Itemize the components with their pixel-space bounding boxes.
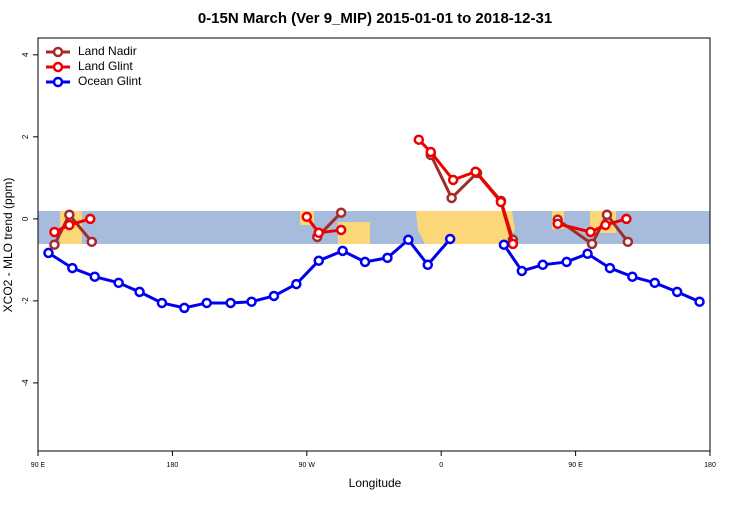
data-point (444, 233, 456, 245)
x-tick-label: 180 (167, 462, 179, 469)
x-axis-label: Longitude (349, 476, 402, 490)
data-point (498, 239, 510, 250)
data-point (425, 146, 436, 158)
x-tick-label: 0 (439, 462, 443, 469)
chart-title: 0-15N March (Ver 9_MIP) 2015-01-01 to 20… (198, 10, 552, 27)
data-point (604, 262, 616, 274)
data-point (495, 196, 507, 208)
y-axis-label: XCO2 - MLO trend (ppm) (1, 178, 15, 313)
data-point (622, 236, 634, 248)
x-tick-label: 90 W (299, 462, 316, 469)
data-point (225, 297, 236, 309)
y-tick-label: 2 (21, 134, 30, 139)
data-point (552, 218, 563, 230)
data-point (64, 209, 75, 221)
data-point (507, 238, 519, 250)
data-point (313, 255, 324, 266)
data-point (246, 296, 257, 307)
data-point (601, 209, 613, 221)
series-line (47, 237, 701, 310)
data-point (156, 297, 168, 309)
data-point (413, 134, 425, 145)
data-point (516, 265, 528, 277)
data-point (335, 207, 347, 218)
y-tick-label: 4 (21, 52, 30, 57)
data-point (422, 259, 434, 271)
data-point (649, 277, 660, 289)
data-point (470, 166, 481, 177)
data-point (313, 227, 324, 239)
data-point (337, 245, 348, 257)
data-point (446, 192, 457, 204)
data-point (359, 256, 371, 268)
y-tick-label: -2 (21, 297, 30, 305)
data-point (586, 238, 598, 250)
data-point (671, 286, 683, 298)
data-point (49, 226, 60, 238)
data-point (335, 224, 347, 236)
data-point (582, 248, 593, 259)
data-point (291, 278, 302, 290)
data-point (600, 219, 611, 231)
data-point (113, 277, 124, 289)
data-point (621, 213, 632, 225)
legend-label: Ocean Glint (78, 74, 142, 88)
legend-label: Land Glint (78, 59, 133, 73)
data-point (585, 226, 596, 238)
data-point (86, 236, 98, 248)
data-point (64, 219, 75, 231)
data-point (301, 211, 313, 223)
data-point (49, 239, 60, 250)
data-point (134, 286, 145, 298)
data-point (627, 271, 638, 282)
data-point (89, 271, 100, 282)
data-point (201, 297, 212, 309)
data-point (694, 296, 705, 307)
data-point (67, 262, 78, 274)
data-point (43, 247, 54, 259)
data-point (403, 234, 414, 246)
data-point (561, 256, 572, 268)
data-point (268, 290, 280, 302)
legend-marker (52, 61, 64, 73)
data-point (179, 302, 190, 314)
data-point (447, 174, 459, 186)
legend-marker (52, 46, 64, 58)
data-point (85, 213, 96, 225)
x-tick-label: 180 (704, 462, 716, 469)
legend-marker (52, 76, 64, 88)
data-point (537, 259, 548, 271)
plot-frame (37, 37, 711, 452)
x-tick-label: 90 E (31, 462, 46, 469)
data-point (382, 252, 393, 264)
legend-label: Land Nadir (78, 44, 137, 58)
x-tick-label: 90 E (568, 462, 583, 469)
y-tick-label: -4 (21, 379, 30, 387)
y-tick-label: 0 (21, 216, 30, 221)
